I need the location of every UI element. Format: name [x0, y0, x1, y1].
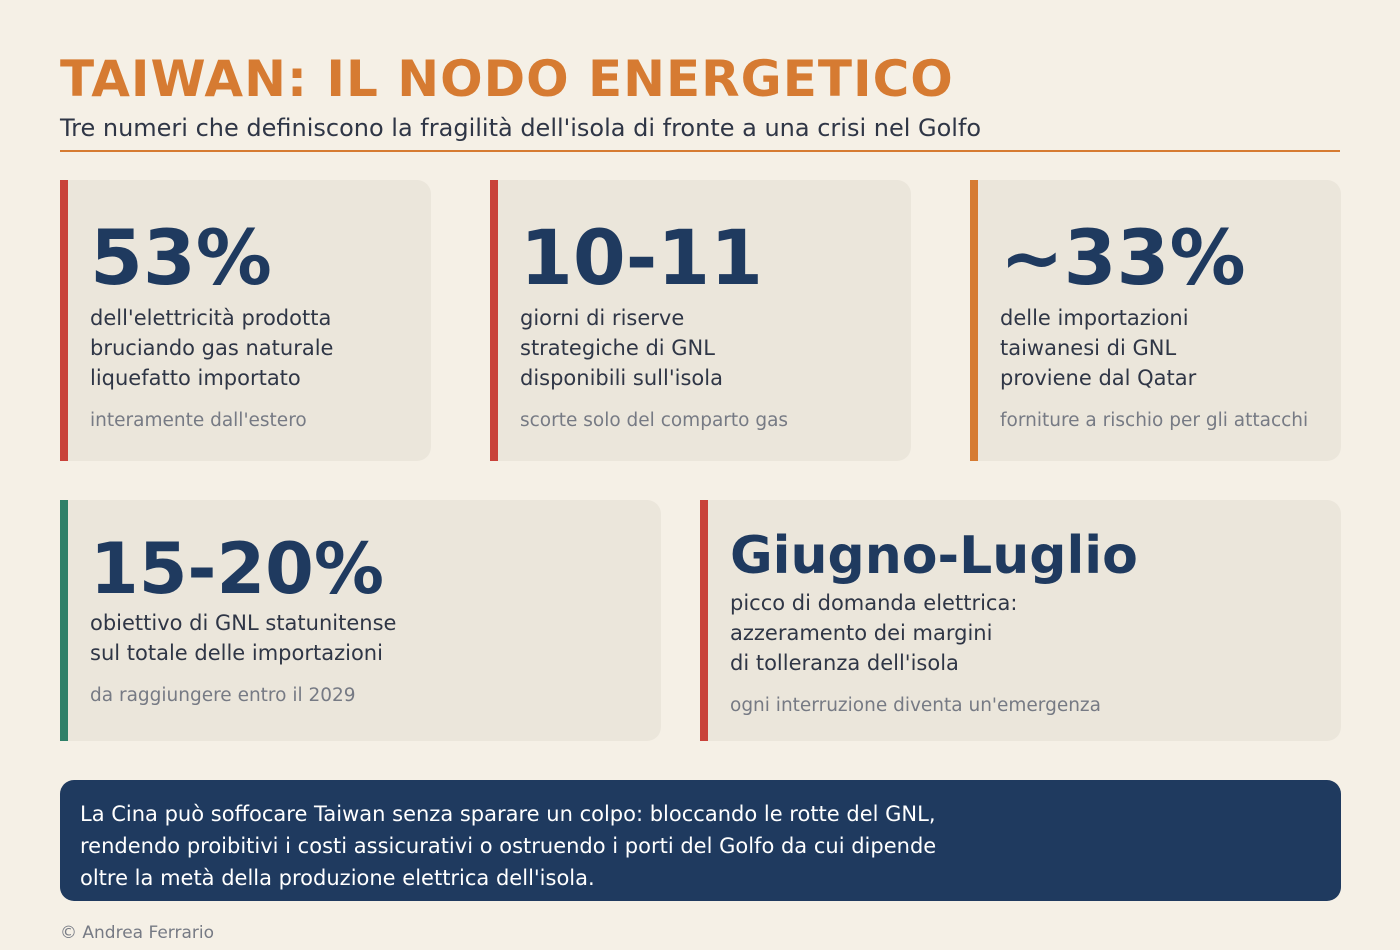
stat-description: giorni di riserve strategiche di GNL dis…: [520, 306, 723, 390]
header-divider: [60, 150, 1340, 152]
summary-banner: La Cina può soffocare Taiwan senza spara…: [60, 780, 1341, 901]
stat-note: forniture a rischio per gli attacchi: [1000, 410, 1309, 431]
stat-card-electricity-share: 53% dell'elettricità prodotta bruciando …: [60, 180, 431, 461]
stat-value: 15-20%: [90, 528, 385, 610]
stat-card-peak-demand: Giugno-Luglio picco di domanda elettrica…: [700, 500, 1341, 741]
stat-description: delle importazioni taiwanesi di GNL prov…: [1000, 306, 1197, 390]
stat-note: interamente dall'estero: [90, 410, 307, 431]
stat-description: obiettivo di GNL statunitense sul totale…: [90, 611, 397, 665]
stat-card-us-lng-target: 15-20% obiettivo di GNL statunitense sul…: [60, 500, 661, 741]
page-subtitle: Tre numeri che definiscono la fragilità …: [60, 114, 982, 142]
copyright-credit: © Andrea Ferrario: [60, 923, 215, 943]
stat-note: scorte solo del comparto gas: [520, 410, 789, 431]
stat-value: Giugno-Luglio: [730, 526, 1138, 586]
stat-description: dell'elettricità prodotta bruciando gas …: [90, 306, 334, 390]
stat-description: picco di domanda elettrica: azzeramento …: [730, 591, 1018, 675]
page-title: TAIWAN: IL NODO ENERGETICO: [60, 50, 954, 108]
stat-note: ogni interruzione diventa un'emergenza: [730, 695, 1101, 716]
stat-value: 53%: [90, 213, 272, 302]
stat-card-qatar-share: ~33% delle importazioni taiwanesi di GNL…: [970, 180, 1341, 461]
stat-card-reserve-days: 10-11 giorni di riserve strategiche di G…: [490, 180, 911, 461]
summary-text: La Cina può soffocare Taiwan senza spara…: [80, 802, 937, 890]
stat-value: ~33%: [1000, 213, 1246, 302]
stat-note: da raggiungere entro il 2029: [90, 685, 356, 706]
stat-value: 10-11: [520, 213, 764, 302]
